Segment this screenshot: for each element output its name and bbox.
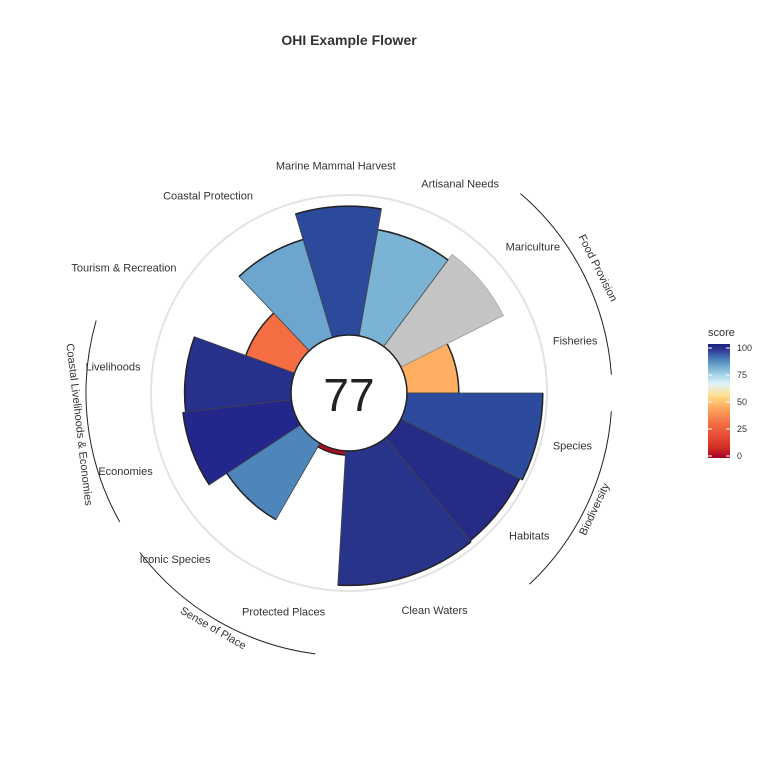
outer-ring-circle bbox=[150, 194, 548, 592]
petal-label-protected-places: Protected Places bbox=[242, 606, 326, 618]
petal-label-habitats: Habitats bbox=[509, 530, 550, 542]
petal-edge-tourism-and-recreation bbox=[245, 312, 275, 356]
petal-edge-artisanal-needs bbox=[377, 228, 449, 261]
petal-edge-clean-waters bbox=[337, 541, 472, 587]
petal-edge-iconic-species bbox=[226, 472, 277, 521]
petal-edge-livelihoods bbox=[183, 336, 196, 413]
petal-edge-mariculture bbox=[451, 254, 504, 316]
petal-edge-fisheries bbox=[446, 343, 460, 394]
petal-edge-marine-mammal-harvest bbox=[295, 205, 382, 215]
petal-label-clean-waters: Clean Waters bbox=[401, 605, 468, 617]
group-arc-biodiversity bbox=[529, 411, 612, 585]
legend-title: score bbox=[708, 327, 735, 339]
petal-label-iconic-species: Iconic Species bbox=[140, 554, 211, 566]
petal-edge-species bbox=[521, 392, 544, 481]
petal-edge-protected-places bbox=[317, 446, 346, 456]
group-arc-sense-of-place bbox=[139, 552, 316, 655]
petal-label-coastal-protection: Coastal Protection bbox=[163, 191, 253, 203]
petal-label-species: Species bbox=[553, 441, 593, 453]
petal-edge-economies bbox=[182, 412, 210, 486]
petal-label-tourism-and-recreation: Tourism & Recreation bbox=[71, 263, 176, 275]
group-arc-coastal-livelihoods-and-economies bbox=[85, 320, 121, 523]
chart-title: OHI Example Flower bbox=[281, 32, 417, 48]
legend-tick-label: 50 bbox=[737, 397, 747, 407]
petal-edge-habitats bbox=[469, 478, 521, 542]
legend-colorbar bbox=[708, 344, 730, 458]
petal-label-marine-mammal-harvest: Marine Mammal Harvest bbox=[276, 160, 396, 172]
legend: score 100 75 50 25 0 bbox=[708, 327, 752, 461]
legend-tick-label: 75 bbox=[737, 370, 747, 380]
group-label-sense-of-place: Sense of Place bbox=[178, 605, 248, 652]
petal-label-artisanal-needs: Artisanal Needs bbox=[421, 179, 499, 191]
petal-labels: Fisheries Mariculture Artisanal Needs Marin… bbox=[71, 160, 598, 618]
center-score: 77 bbox=[323, 369, 374, 421]
group-label-biodiversity: Biodiversity bbox=[577, 481, 612, 537]
petal-label-fisheries: Fisheries bbox=[553, 335, 598, 347]
legend-tick-label: 100 bbox=[737, 343, 752, 353]
outer-ring bbox=[150, 194, 548, 592]
legend-tick-label: 25 bbox=[737, 424, 747, 434]
petal-label-livelihoods: Livelihoods bbox=[85, 362, 141, 374]
legend-ticks: 100 75 50 25 0 bbox=[708, 343, 752, 461]
group-arc-food-provision bbox=[520, 193, 612, 375]
petals bbox=[182, 205, 544, 587]
petal-label-mariculture: Mariculture bbox=[506, 241, 560, 253]
petal-label-economies: Economies bbox=[98, 466, 153, 478]
legend-tick-label: 0 bbox=[737, 451, 742, 461]
center-circle bbox=[290, 334, 408, 452]
group-label-food-provision: Food Provision bbox=[576, 233, 620, 304]
petal-edge-coastal-protection bbox=[238, 238, 304, 278]
